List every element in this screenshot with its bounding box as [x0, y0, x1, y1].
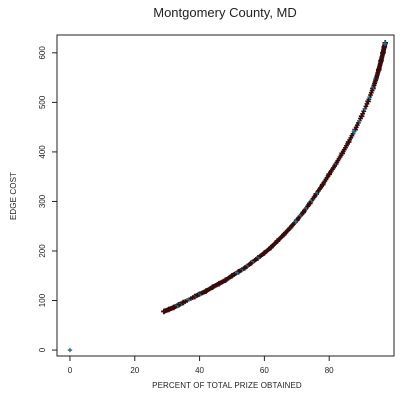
y-tick-label: 100: [38, 293, 47, 307]
data-point-marker: [299, 211, 305, 217]
y-tick-label: 200: [38, 244, 47, 258]
data-point-marker: [382, 41, 388, 46]
y-tick-label: 400: [38, 145, 47, 159]
data-point-marker: [351, 129, 357, 135]
data-point-marker: [306, 202, 312, 208]
x-tick-label: 20: [130, 366, 139, 375]
y-axis-label: EDGE COST: [9, 172, 18, 220]
data-point-marker: [180, 300, 185, 306]
x-tick-label: 80: [325, 366, 334, 375]
y-tick-label: 600: [38, 46, 47, 60]
data-point-marker: [362, 106, 368, 112]
y-tick-label: 500: [38, 95, 47, 109]
data-point-marker: [319, 183, 325, 189]
data-point-marker: [361, 108, 367, 114]
data-point-marker: [363, 103, 369, 109]
x-axis-label: PERCENT OF TOTAL PRIZE OBTAINED: [152, 381, 302, 390]
data-point-marker: [375, 68, 381, 74]
data-point-marker: [345, 141, 350, 147]
chart-title: Montgomery County, MD: [153, 5, 297, 20]
data-point-marker: [190, 295, 196, 300]
x-tick-label: 60: [260, 366, 269, 375]
data-point-marker: [360, 111, 366, 117]
data-point-marker: [338, 152, 344, 158]
data-point-marker: [325, 173, 331, 179]
data-point-marker: [373, 77, 379, 83]
x-tick-label: 0: [68, 366, 73, 375]
x-tick-label: 40: [195, 366, 204, 375]
y-axis: 0 100 200 300 400 500 600: [38, 46, 57, 352]
y-tick-label: 300: [38, 194, 47, 208]
data-point-marker: [312, 193, 318, 198]
data-points: [67, 40, 389, 353]
x-axis: 0 20 40 60 80: [68, 356, 334, 375]
y-tick-label: 0: [38, 347, 47, 352]
data-point: [67, 347, 73, 353]
data-point-marker: [293, 219, 299, 224]
plot-frame: [56, 34, 395, 357]
data-point-marker: [332, 163, 337, 169]
data-point-marker: [364, 101, 370, 107]
data-point-marker: [369, 88, 375, 94]
data-point-marker: [358, 116, 363, 121]
